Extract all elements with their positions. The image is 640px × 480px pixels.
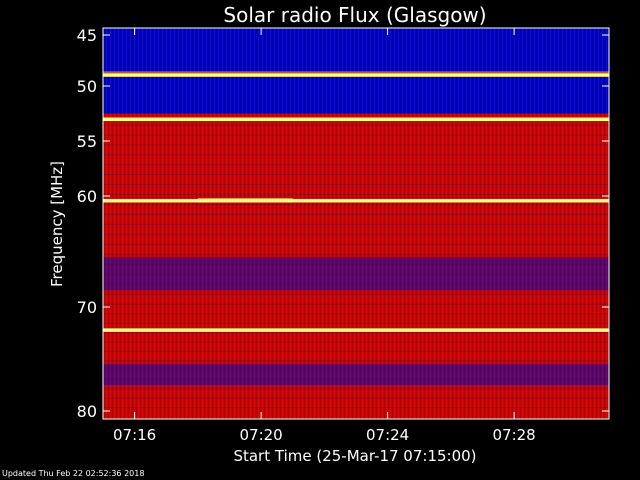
y-axis-label: Frequency [MHz] (48, 161, 66, 287)
x-axis: 07:16 07:20 07:24 07:28 (113, 28, 536, 444)
high-flux-band (103, 198, 609, 203)
chart-title: Solar radio Flux (Glasgow) (223, 3, 486, 27)
x-tick-label: 07:16 (113, 426, 156, 444)
y-tick-label: 80 (77, 402, 97, 421)
high-flux-band (103, 328, 609, 332)
plot-frame (102, 27, 610, 420)
y-tick-label: 50 (77, 77, 97, 96)
y-tick-label: 55 (77, 132, 97, 151)
y-tick-label: 60 (77, 187, 97, 206)
x-axis-label: Start Time (25-Mar-17 07:15:00) (233, 447, 476, 465)
x-tick-label: 07:28 (493, 426, 536, 444)
high-flux-band-edge (103, 71, 609, 74)
high-flux-band (103, 73, 609, 77)
plot-area (103, 28, 609, 419)
high-flux-band (103, 117, 609, 121)
heatmap-texture (103, 28, 609, 419)
burst-segment (197, 198, 293, 203)
x-tick-label: 07:20 (240, 426, 283, 444)
x-tick-label: 07:24 (366, 426, 409, 444)
updated-timestamp: Updated Thu Feb 22 02:52:36 2018 (2, 469, 145, 478)
y-axis: 45 50 55 60 70 80 (77, 26, 609, 421)
y-tick-label: 70 (77, 298, 97, 317)
y-tick-label: 45 (77, 26, 97, 45)
